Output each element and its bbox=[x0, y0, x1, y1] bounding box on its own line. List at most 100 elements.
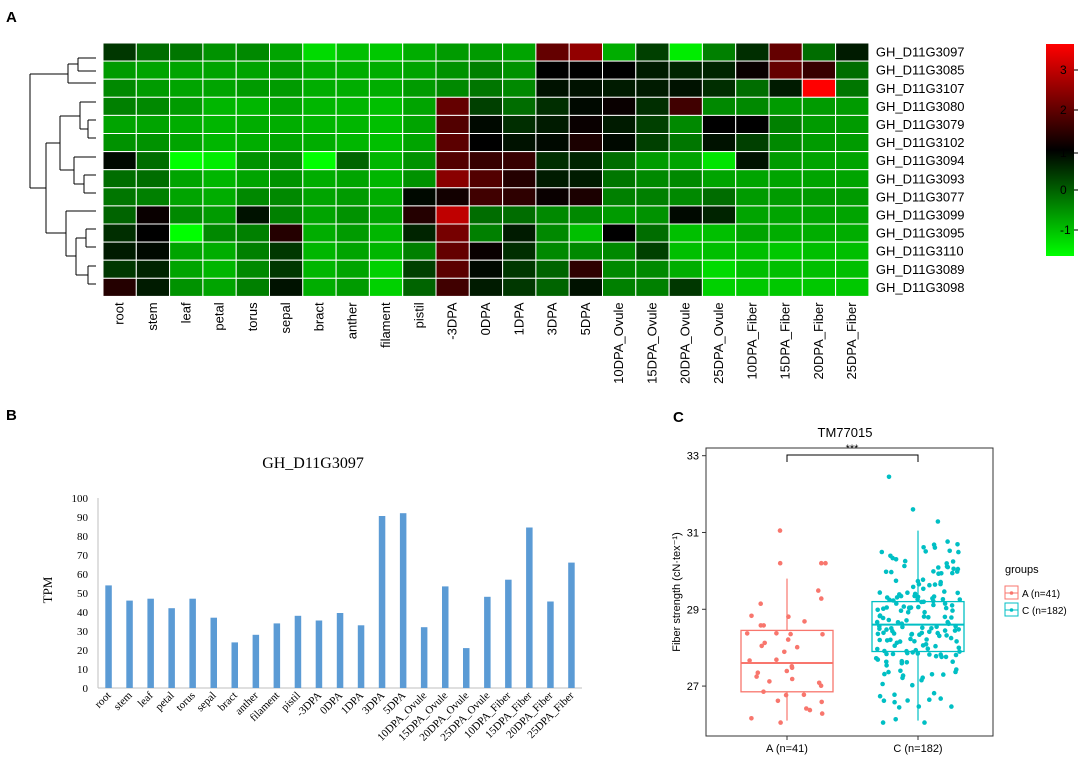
heatmap-cell bbox=[169, 187, 204, 207]
heatmap-row-label: GH_D11G3089 bbox=[876, 262, 965, 277]
heatmap-cell bbox=[835, 60, 870, 80]
data-point bbox=[927, 582, 932, 588]
heatmap-column-label: -3DPA bbox=[445, 302, 460, 340]
data-point bbox=[784, 668, 790, 674]
data-point bbox=[955, 590, 960, 596]
heatmap-cell bbox=[502, 96, 537, 116]
heatmap-cell bbox=[335, 259, 370, 279]
data-point bbox=[927, 652, 932, 657]
heatmap-cell bbox=[368, 259, 404, 279]
data-point bbox=[949, 615, 954, 620]
heatmap-cell bbox=[202, 259, 237, 279]
heatmap-column-label: 20DPA_Ovule bbox=[678, 302, 693, 383]
heatmap-cell bbox=[835, 241, 870, 261]
data-point bbox=[940, 597, 946, 602]
data-point bbox=[944, 633, 949, 638]
heatmap-cell bbox=[801, 241, 837, 261]
heatmap-column-label: anther bbox=[345, 302, 360, 340]
heatmap-cell bbox=[302, 241, 337, 261]
data-point bbox=[888, 553, 893, 559]
heatmap-column-label: petal bbox=[212, 302, 227, 330]
significance-bracket bbox=[786, 454, 919, 462]
heatmap-cell bbox=[468, 114, 504, 135]
heatmap-cell bbox=[468, 96, 504, 116]
data-point bbox=[905, 610, 911, 615]
data-point bbox=[935, 519, 941, 524]
data-point bbox=[804, 706, 809, 711]
data-point bbox=[931, 602, 936, 608]
box-plot: TM77015 *** Fiber strength (cN·tex⁻¹) 27… bbox=[671, 425, 1067, 755]
heatmap-cell bbox=[435, 223, 470, 243]
heatmap-cell bbox=[235, 96, 270, 116]
bar bbox=[315, 620, 323, 688]
heatmap-cell bbox=[402, 60, 437, 80]
heatmap-cell bbox=[269, 78, 304, 98]
heatmap-cell bbox=[302, 169, 337, 189]
heatmap-cell bbox=[468, 42, 504, 62]
bar bbox=[463, 648, 470, 688]
data-point bbox=[954, 569, 960, 574]
heatmap-column-label: 15DPA_Fiber bbox=[778, 302, 793, 380]
heatmap-cell bbox=[835, 78, 870, 98]
heatmap-cell bbox=[568, 60, 604, 80]
data-point bbox=[749, 613, 754, 619]
data-point bbox=[877, 613, 883, 618]
data-point bbox=[912, 639, 917, 644]
bar-y-tick-label: 70 bbox=[77, 550, 89, 562]
heatmap-cell bbox=[835, 205, 870, 225]
data-point bbox=[897, 639, 903, 644]
bar-y-tick-label: 60 bbox=[77, 569, 89, 581]
heatmap-cell bbox=[735, 114, 770, 135]
heatmap-cell bbox=[735, 169, 770, 189]
heatmap-cell bbox=[135, 187, 171, 207]
heatmap-column-label: 25DPA_Fiber bbox=[844, 302, 859, 380]
data-point bbox=[884, 659, 889, 665]
data-point bbox=[881, 630, 886, 636]
heatmap-cell bbox=[701, 169, 737, 189]
heatmap-cell bbox=[468, 133, 504, 153]
data-point bbox=[884, 605, 889, 610]
heatmap-cell bbox=[801, 187, 837, 207]
heatmap-cell bbox=[701, 151, 737, 171]
legend-key-dot bbox=[1009, 591, 1014, 595]
bar bbox=[336, 613, 344, 688]
heatmap-cell bbox=[668, 241, 703, 261]
data-point bbox=[888, 637, 893, 643]
heatmap-cell bbox=[402, 78, 437, 98]
data-point bbox=[929, 626, 934, 631]
heatmap-cell bbox=[368, 96, 404, 116]
heatmap-cell bbox=[568, 223, 604, 243]
heatmap-cell bbox=[502, 133, 537, 153]
data-point bbox=[929, 672, 935, 677]
data-point bbox=[819, 711, 825, 716]
data-point bbox=[893, 557, 899, 562]
data-point bbox=[894, 595, 900, 600]
bar bbox=[378, 516, 386, 688]
data-point bbox=[956, 627, 961, 632]
data-point bbox=[941, 672, 946, 677]
data-point bbox=[943, 605, 949, 611]
heatmap-cell bbox=[135, 42, 171, 62]
heatmap-cell bbox=[368, 133, 404, 153]
legend-tick-label: 2 bbox=[1060, 103, 1067, 117]
data-point bbox=[936, 571, 941, 576]
heatmap-cell bbox=[169, 114, 204, 135]
heatmap-cell bbox=[801, 205, 837, 225]
bar-y-tick-label: 30 bbox=[77, 626, 89, 638]
heatmap-column-label: 0DPA bbox=[478, 302, 493, 335]
heatmap-cell bbox=[635, 42, 670, 62]
heatmap-cell bbox=[135, 151, 171, 171]
heatmap-cell bbox=[835, 187, 870, 207]
box-y-tick-label: 31 bbox=[687, 528, 699, 540]
bar bbox=[273, 623, 281, 688]
heatmap-cell bbox=[568, 259, 604, 279]
data-point bbox=[744, 631, 750, 636]
box-y-tick-label: 27 bbox=[687, 681, 699, 693]
data-point bbox=[933, 653, 939, 659]
heatmap-cell bbox=[735, 259, 770, 279]
heatmap-cell bbox=[701, 223, 737, 243]
data-point bbox=[934, 624, 939, 630]
data-point bbox=[877, 590, 883, 595]
heatmap-cell bbox=[668, 223, 703, 243]
